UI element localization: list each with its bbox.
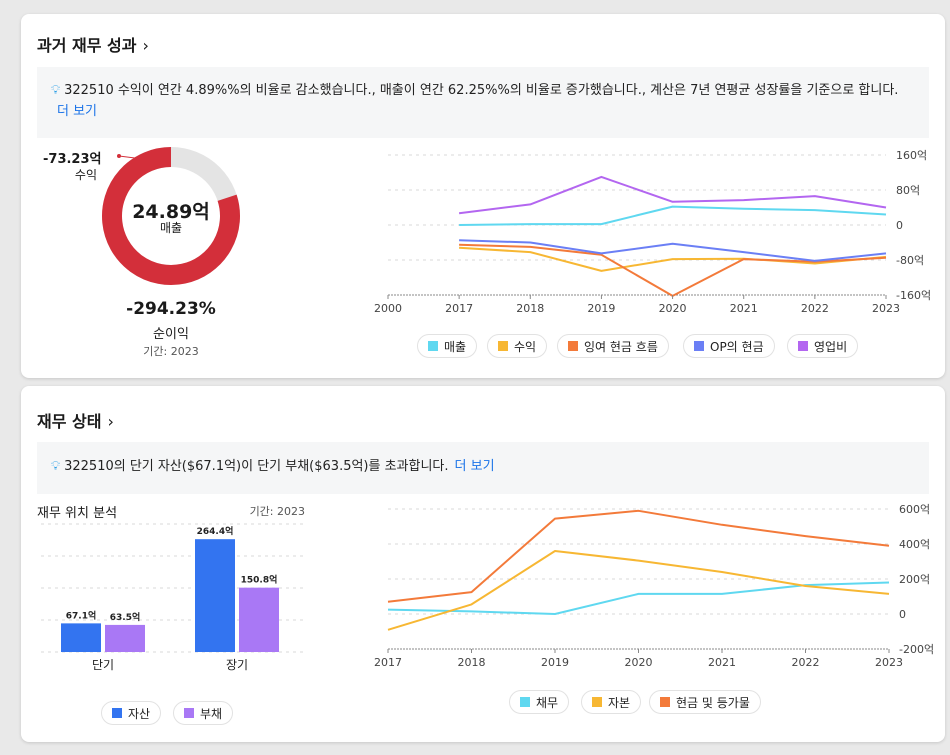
x-tick-label: 2000 bbox=[374, 302, 402, 315]
legend-item-liabilities[interactable]: 부채 bbox=[173, 701, 234, 725]
bar-series-0-1 bbox=[195, 539, 235, 652]
y-tick-label: 600억 bbox=[899, 503, 930, 516]
y-tick-label: -80억 bbox=[896, 254, 924, 267]
line-series-0 bbox=[459, 205, 887, 226]
x-tick-label: 2020 bbox=[625, 656, 653, 669]
line-series-2 bbox=[387, 509, 890, 603]
y-tick-label: -200억 bbox=[899, 643, 934, 656]
bar-value-label: 67.1억 bbox=[66, 609, 97, 621]
financial-health-card: 재무 상태 › 💡︎ 322510의 단기 자산($67.1억)이 단기 부채($6… bbox=[21, 386, 945, 742]
y-tick-label: 0 bbox=[899, 608, 906, 621]
lightbulb-icon: 💡︎ bbox=[51, 83, 61, 98]
performance-more-link[interactable]: 더 보기 bbox=[57, 104, 98, 119]
x-tick-label: 2023 bbox=[872, 302, 900, 315]
legend-swatch-cash-equivalents bbox=[660, 697, 670, 707]
x-tick-label: 2020 bbox=[659, 302, 687, 315]
legend-item-assets[interactable]: 자산 bbox=[101, 701, 162, 725]
legend-item-cash-from-op[interactable]: OP의 현금 bbox=[683, 334, 775, 358]
legend-item-earnings[interactable]: 수익 bbox=[487, 334, 548, 358]
donut-earnings-arc bbox=[102, 147, 240, 285]
line-series-1 bbox=[387, 550, 890, 631]
bar-series-1-1 bbox=[239, 587, 279, 652]
legend-swatch-revenue bbox=[428, 341, 438, 351]
health-more-link[interactable]: 더 보기 bbox=[454, 459, 495, 474]
legend-item-debt[interactable]: 채무 bbox=[509, 690, 570, 714]
bar-value-label: 264.4억 bbox=[197, 525, 234, 537]
performance-line-chart: 2000 2017 2018 2019 2020 2021 2022 2023 160억 80억… bbox=[374, 149, 931, 315]
health-insight: 💡︎ 322510의 단기 자산($67.1억)이 단기 부채($63.5억)를 … bbox=[37, 442, 929, 494]
position-period: 기간: 2023 bbox=[249, 505, 305, 518]
bar-series-0-0 bbox=[61, 623, 101, 652]
position-analysis-title: 재무 위치 분석 bbox=[37, 506, 118, 521]
x-tick-label: 2017 bbox=[445, 302, 473, 315]
x-tick-label: 2021 bbox=[730, 302, 758, 315]
y-tick-label: 80억 bbox=[896, 184, 920, 197]
legend-item-operating-expenses[interactable]: 영업비 bbox=[787, 334, 859, 358]
y-tick-label: 200억 bbox=[899, 573, 930, 586]
legend-swatch-liabilities bbox=[184, 708, 194, 718]
chevron-right-icon: › bbox=[142, 36, 149, 55]
legend-swatch-assets bbox=[112, 708, 122, 718]
revenue-earnings-donut bbox=[102, 147, 240, 285]
x-tick-label: 2017 bbox=[374, 656, 402, 669]
line-series-3 bbox=[459, 239, 887, 262]
x-tick-label: 2019 bbox=[587, 302, 615, 315]
y-tick-label: -160억 bbox=[896, 289, 931, 302]
revenue-value: 24.89억 bbox=[132, 201, 210, 223]
legend-item-cash-equivalents[interactable]: 현금 및 등가물 bbox=[649, 690, 761, 714]
x-tick-label: 2023 bbox=[875, 656, 903, 669]
x-tick-label: 2022 bbox=[801, 302, 829, 315]
legend-item-revenue[interactable]: 매출 bbox=[417, 334, 478, 358]
period-label: 기간: 2023 bbox=[143, 345, 199, 358]
past-performance-card: 과거 재무 성과 › 💡︎ 322510 수익이 연간 4.89%%의 비율로 감소… bbox=[21, 14, 945, 378]
bar-series-1-0 bbox=[105, 624, 145, 652]
health-line-chart: 2017 2018 2019 2020 2021 2022 2023 600억 400억 200… bbox=[374, 503, 934, 669]
bar-category-label: 장기 bbox=[226, 658, 248, 672]
earnings-value: -73.23억 bbox=[43, 152, 102, 167]
legend-item-free-cash-flow[interactable]: 잉여 현금 흐름 bbox=[557, 334, 669, 358]
earnings-leader-line bbox=[117, 154, 135, 159]
health-insight-text: 322510의 단기 자산($67.1억)이 단기 부채($63.5억)를 초과… bbox=[64, 459, 449, 474]
bar-value-label: 63.5억 bbox=[110, 611, 141, 623]
x-tick-label: 2021 bbox=[708, 656, 736, 669]
past-performance-title[interactable]: 과거 재무 성과 › bbox=[37, 36, 149, 55]
x-tick-label: 2018 bbox=[516, 302, 544, 315]
earnings-label: 수익 bbox=[74, 168, 97, 182]
position-bar-chart: 67.1억 63.5억 264.4억 150.8억 단기 장기 bbox=[41, 523, 307, 672]
x-tick-label: 2019 bbox=[541, 656, 569, 669]
x-tick-label: 2022 bbox=[792, 656, 820, 669]
legend-swatch-operating-expenses bbox=[798, 341, 808, 351]
financial-health-title[interactable]: 재무 상태 › bbox=[37, 412, 114, 431]
net-margin-label: 순이익 bbox=[153, 327, 189, 342]
legend-swatch-earnings bbox=[498, 341, 508, 351]
revenue-label: 매출 bbox=[159, 221, 183, 235]
lightbulb-icon: 💡︎ bbox=[51, 459, 61, 474]
bar-value-label: 150.8억 bbox=[241, 574, 278, 586]
chevron-right-icon: › bbox=[107, 412, 114, 431]
legend-swatch-debt bbox=[520, 697, 530, 707]
y-tick-label: 160억 bbox=[896, 149, 927, 162]
line-series-1 bbox=[459, 246, 887, 272]
y-tick-label: 0 bbox=[896, 219, 903, 232]
bar-category-label: 단기 bbox=[92, 658, 114, 672]
performance-insight-text: 322510 수익이 연간 4.89%%의 비율로 감소했습니다., 매출이 연… bbox=[64, 83, 899, 98]
legend-swatch-cash-from-op bbox=[694, 341, 704, 351]
line-series-4 bbox=[458, 175, 887, 215]
legend-item-equity[interactable]: 자본 bbox=[581, 690, 642, 714]
x-tick-label: 2018 bbox=[458, 656, 486, 669]
legend-swatch-free-cash-flow bbox=[568, 341, 578, 351]
y-tick-label: 400억 bbox=[899, 538, 930, 551]
performance-insight: 💡︎ 322510 수익이 연간 4.89%%의 비율로 감소했습니다., 매출이… bbox=[37, 67, 929, 138]
net-margin-value: -294.23% bbox=[126, 299, 216, 319]
legend-swatch-equity bbox=[592, 697, 602, 707]
